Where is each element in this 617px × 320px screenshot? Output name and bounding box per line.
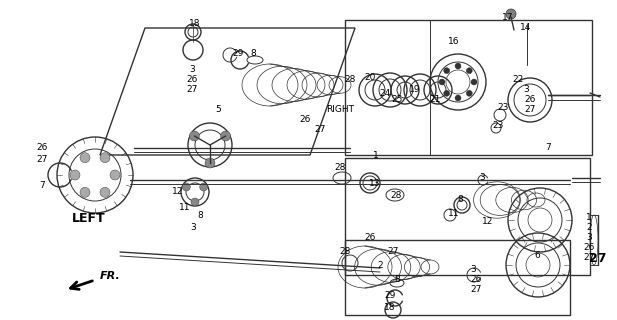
Text: 27: 27 bbox=[583, 253, 595, 262]
Text: 2: 2 bbox=[586, 223, 592, 233]
Circle shape bbox=[100, 153, 110, 163]
Circle shape bbox=[70, 170, 80, 180]
Text: 5: 5 bbox=[215, 106, 221, 115]
Text: 1: 1 bbox=[373, 151, 379, 161]
Text: 3: 3 bbox=[189, 66, 195, 75]
Text: 27: 27 bbox=[524, 106, 536, 115]
Circle shape bbox=[455, 63, 461, 69]
Text: 18: 18 bbox=[189, 19, 201, 28]
Circle shape bbox=[200, 183, 208, 191]
Circle shape bbox=[100, 187, 110, 197]
Text: 26: 26 bbox=[524, 95, 536, 105]
Circle shape bbox=[80, 187, 90, 197]
Text: 29: 29 bbox=[233, 49, 244, 58]
Text: 21: 21 bbox=[429, 95, 441, 105]
Text: 20: 20 bbox=[364, 74, 376, 83]
Text: 8: 8 bbox=[394, 276, 400, 284]
Text: 8: 8 bbox=[457, 196, 463, 204]
Text: 25: 25 bbox=[391, 95, 403, 105]
Text: 16: 16 bbox=[448, 37, 460, 46]
Text: 26: 26 bbox=[364, 233, 376, 242]
Text: 13: 13 bbox=[369, 179, 381, 188]
Text: 2: 2 bbox=[377, 260, 383, 269]
Text: 3: 3 bbox=[470, 266, 476, 275]
Text: 27: 27 bbox=[186, 85, 197, 94]
Text: RIGHT: RIGHT bbox=[326, 106, 354, 115]
Circle shape bbox=[444, 90, 450, 96]
Text: 7: 7 bbox=[545, 143, 551, 153]
Circle shape bbox=[191, 198, 199, 206]
Text: 7: 7 bbox=[39, 180, 45, 189]
Circle shape bbox=[466, 68, 473, 74]
Text: 6: 6 bbox=[534, 251, 540, 260]
Text: 1: 1 bbox=[586, 213, 592, 222]
Text: 27: 27 bbox=[36, 156, 48, 164]
Text: 27: 27 bbox=[387, 247, 399, 257]
Circle shape bbox=[439, 79, 445, 85]
Text: 28: 28 bbox=[334, 164, 346, 172]
Text: 17: 17 bbox=[502, 12, 514, 21]
Text: 14: 14 bbox=[520, 23, 532, 33]
Text: 26: 26 bbox=[186, 76, 197, 84]
Text: 26: 26 bbox=[470, 276, 482, 284]
Text: 8: 8 bbox=[197, 211, 203, 220]
Text: 28: 28 bbox=[391, 190, 402, 199]
Text: 3: 3 bbox=[586, 234, 592, 243]
Text: 23: 23 bbox=[492, 121, 503, 130]
Circle shape bbox=[455, 95, 461, 101]
Circle shape bbox=[205, 158, 215, 168]
Text: 26: 26 bbox=[583, 244, 595, 252]
Text: FR.: FR. bbox=[100, 271, 121, 281]
Text: 24: 24 bbox=[379, 89, 391, 98]
Text: 29: 29 bbox=[384, 292, 395, 300]
Circle shape bbox=[506, 9, 516, 19]
Circle shape bbox=[471, 79, 477, 85]
Text: 27: 27 bbox=[314, 125, 326, 134]
Circle shape bbox=[80, 153, 90, 163]
Text: 27: 27 bbox=[589, 252, 607, 265]
Text: 12: 12 bbox=[172, 188, 184, 196]
Text: 18: 18 bbox=[384, 303, 395, 313]
Text: 28: 28 bbox=[344, 76, 355, 84]
Text: 28: 28 bbox=[339, 247, 350, 257]
Text: 26: 26 bbox=[36, 143, 48, 153]
Text: 22: 22 bbox=[512, 76, 524, 84]
Text: 27: 27 bbox=[470, 285, 482, 294]
Circle shape bbox=[444, 68, 450, 74]
Text: 26: 26 bbox=[299, 116, 311, 124]
Circle shape bbox=[183, 183, 190, 191]
Text: 3: 3 bbox=[479, 173, 485, 182]
Text: LEFT: LEFT bbox=[72, 212, 106, 225]
Circle shape bbox=[189, 131, 199, 141]
Text: 3: 3 bbox=[190, 223, 196, 233]
Circle shape bbox=[466, 90, 473, 96]
Text: 19: 19 bbox=[409, 85, 421, 94]
Text: 11: 11 bbox=[180, 203, 191, 212]
Text: 23: 23 bbox=[497, 103, 508, 113]
Circle shape bbox=[221, 131, 231, 141]
Text: 3: 3 bbox=[523, 85, 529, 94]
Text: 8: 8 bbox=[250, 49, 256, 58]
Circle shape bbox=[110, 170, 120, 180]
Text: 12: 12 bbox=[482, 218, 494, 227]
Text: 11: 11 bbox=[448, 209, 460, 218]
